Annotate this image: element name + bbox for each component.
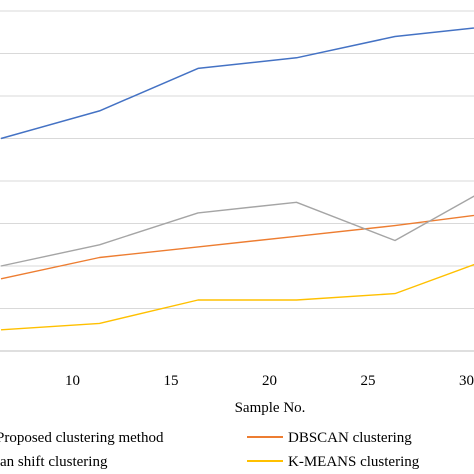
series-line-0 xyxy=(0,27,474,140)
gridlines xyxy=(0,10,474,309)
x-tick-label: 30 xyxy=(459,373,474,389)
legend: Proposed clustering method DBSCAN cluste… xyxy=(0,430,420,470)
legend-label-kmeans: K-MEANS clustering xyxy=(288,454,420,470)
legend-item-meanshift: Mean shift clustering xyxy=(0,454,108,470)
legend-item-proposed: Proposed clustering method xyxy=(0,430,164,446)
x-tick-label: 10 xyxy=(65,373,80,389)
x-axis-title: Sample No. xyxy=(235,400,306,416)
legend-label-dbscan: DBSCAN clustering xyxy=(288,430,412,446)
x-tick-labels: 10 15 20 25 30 xyxy=(65,373,474,389)
legend-item-kmeans: K-MEANS clustering xyxy=(247,454,420,470)
x-tick-label: 25 xyxy=(361,373,376,389)
series-line-3 xyxy=(0,263,474,331)
series-line-1 xyxy=(0,214,474,280)
legend-label-meanshift: Mean shift clustering xyxy=(0,454,108,470)
x-tick-label: 20 xyxy=(262,373,277,389)
series-lines xyxy=(0,27,474,331)
legend-label-proposed: Proposed clustering method xyxy=(0,430,164,446)
x-tick-label: 15 xyxy=(164,373,179,389)
series-line-2 xyxy=(0,195,474,267)
legend-item-dbscan: DBSCAN clustering xyxy=(247,430,412,446)
